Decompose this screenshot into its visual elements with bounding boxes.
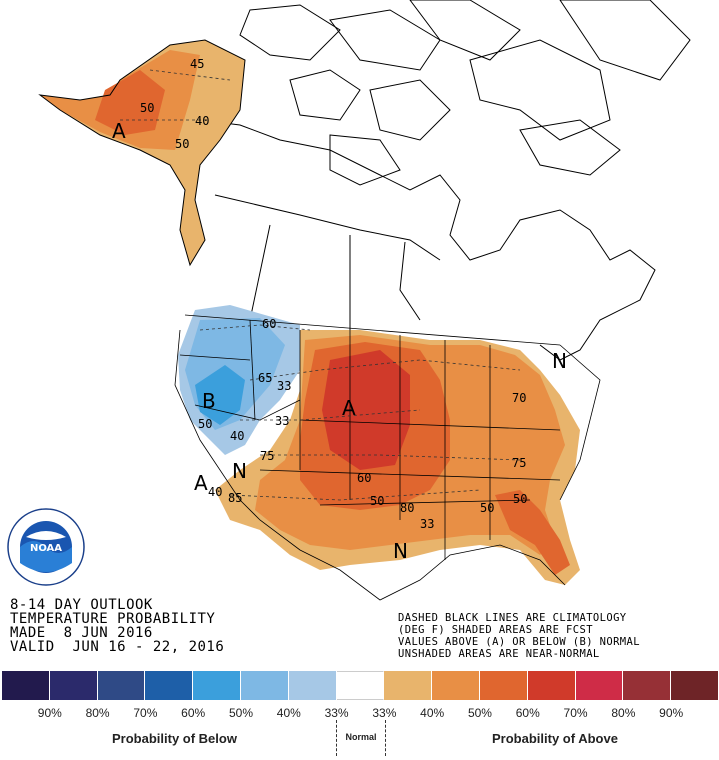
east-label-70: 70 (512, 391, 526, 405)
legend-tick-label: 33% (324, 706, 349, 720)
legend-swatch (432, 671, 480, 700)
legend-notes: DASHED BLACK LINES ARE CLIMATOLOGY (DEG F… (398, 612, 640, 660)
west-label-85: 85 (228, 491, 242, 505)
arctic-coastline (239, 0, 691, 186)
normal-caption: Normal (345, 732, 377, 742)
legend-swatch (671, 671, 719, 700)
west-label-b: B (202, 389, 216, 413)
alaska-shading (38, 39, 246, 267)
below-probability-caption: Probability of Below (112, 731, 237, 746)
outlook-made-date: MADE 8 JUN 2016 (10, 625, 153, 641)
west-label-n: N (232, 459, 247, 483)
central-label-80: 80 (400, 501, 414, 515)
noaa-logo-text: NOAA (30, 543, 62, 554)
legend-swatch (384, 671, 433, 700)
outlook-subtitle-line: TEMPERATURE PROBABILITY (10, 611, 216, 627)
central-label-n: N (393, 539, 408, 563)
central-label-a: A (342, 396, 356, 420)
legend-tick-label: 40% (276, 706, 301, 720)
us-state-lines (174, 314, 601, 601)
legend-swatch (623, 671, 672, 700)
alaska-label-50a: 50 (140, 101, 154, 115)
legend-swatch (193, 671, 241, 700)
legend-tick-label: 90% (37, 706, 62, 720)
central-label-60: 60 (357, 471, 371, 485)
normal-caption-box: Normal (336, 720, 386, 756)
legend-swatch (2, 671, 50, 700)
legend-tick-labels: 90% 80% 70% 60% 50% 40% 33% 33% 40% 50% 60% 70% 80% 9… (2, 706, 719, 720)
west-label-50: 50 (198, 417, 212, 431)
west-label-33b: 33 (277, 379, 291, 393)
west-label-65: 65 (258, 371, 272, 385)
outlook-title-block: 8-14 DAY OUTLOOK TEMPERATURE PROBABILITY M… (10, 598, 224, 654)
alaska-label-40: 40 (195, 114, 209, 128)
east-label-50a: 50 (480, 501, 494, 515)
map-labels: 45 50 40 50 A 60 65 B 50 40 33 75 N A 40… (112, 57, 567, 563)
legend-swatch (240, 671, 289, 700)
note-line-3: VALUES ABOVE (A) OR BELOW (B) NORMAL (398, 636, 640, 648)
legend-tick-label: 50% (467, 706, 492, 720)
legend-tick-label: 90% (659, 706, 684, 720)
outlook-title-line: 8-14 DAY OUTLOOK (10, 597, 153, 613)
west-label-40: 40 (230, 429, 244, 443)
legend-tick-label: 40% (420, 706, 445, 720)
alaska-label-45: 45 (190, 57, 204, 71)
alaska-label-50b: 50 (175, 137, 189, 151)
central-label-50: 50 (370, 494, 384, 508)
east-label-n: N (552, 349, 567, 373)
note-line-1: DASHED BLACK LINES ARE CLIMATOLOGY (398, 612, 627, 624)
note-line-4: UNSHADED AREAS ARE NEAR-NORMAL (398, 648, 600, 660)
legend-swatch (97, 671, 146, 700)
canada-outline (199, 119, 656, 361)
west-label-75: 75 (260, 449, 274, 463)
note-line-2: (DEG F) SHADED AREAS ARE FCST (398, 624, 593, 636)
noaa-logo: NOAA (7, 508, 85, 586)
legend-tick-label: 70% (563, 706, 588, 720)
legend-swatch (336, 671, 385, 700)
alaska-label-a: A (112, 119, 126, 143)
east-label-50b: 50 (513, 492, 527, 506)
outlook-valid-range: VALID JUN 16 - 22, 2016 (10, 639, 225, 655)
above-probability-caption: Probability of Above (492, 731, 618, 746)
legend-tick-label: 80% (611, 706, 636, 720)
legend-swatch (145, 671, 194, 700)
legend-tick-label: 80% (85, 706, 110, 720)
legend-tick-label: 50% (228, 706, 253, 720)
east-label-75: 75 (512, 456, 526, 470)
west-label-40b: 40 (208, 485, 222, 499)
west-label-a: A (194, 471, 208, 495)
climatology-lines (120, 69, 521, 501)
legend-swatch (479, 671, 528, 700)
probability-legend: 90% 80% 70% 60% 50% 40% 33% 33% 40% 50% 60% 70% 80% 9… (0, 671, 719, 760)
legend-swatch (527, 671, 576, 700)
central-label-33: 33 (420, 517, 434, 531)
outlook-map: 45 50 40 50 A 60 65 B 50 40 33 75 N A 40… (38, 0, 691, 601)
legend-swatch (49, 671, 98, 700)
west-label-33: 33 (275, 414, 289, 428)
legend-tick-label: 70% (133, 706, 158, 720)
west-label-60: 60 (262, 317, 276, 331)
legend-tick-label: 33% (372, 706, 397, 720)
legend-swatch (575, 671, 624, 700)
legend-swatch (288, 671, 337, 700)
legend-color-bar (2, 671, 719, 700)
legend-tick-label: 60% (181, 706, 206, 720)
legend-tick-label: 60% (515, 706, 540, 720)
west-below-shading (178, 305, 300, 455)
